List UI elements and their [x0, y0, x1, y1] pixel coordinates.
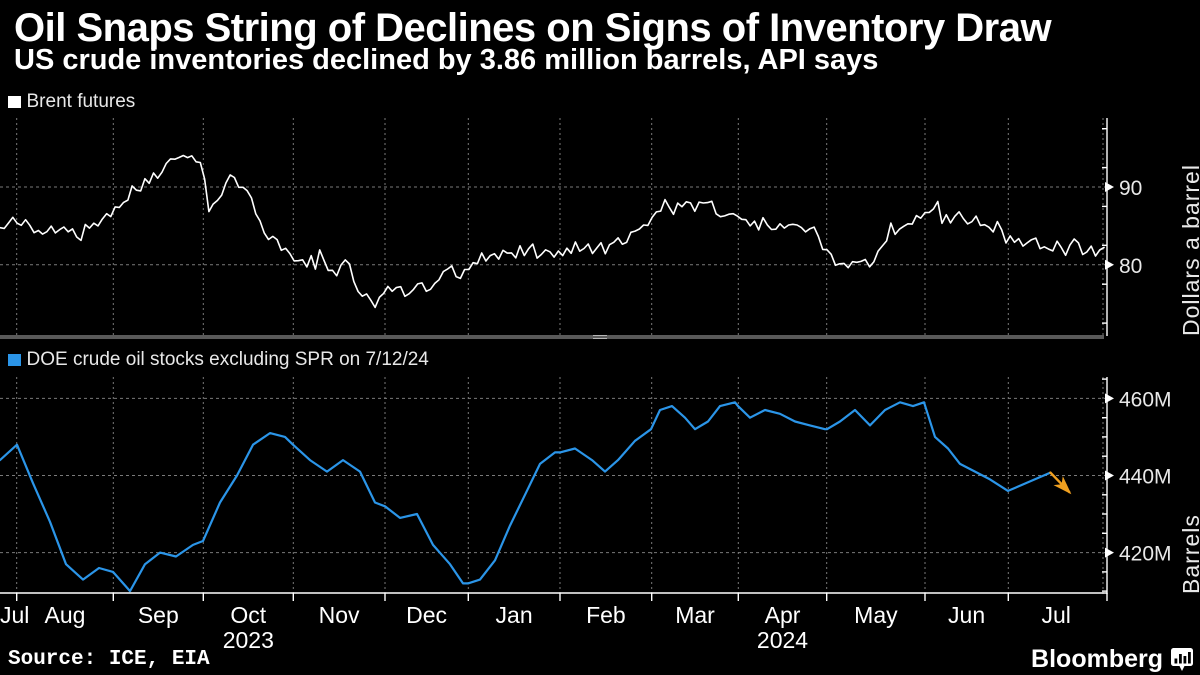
svg-text:80: 80	[1119, 255, 1142, 278]
svg-text:420M: 420M	[1119, 543, 1172, 566]
svg-text:460M: 460M	[1119, 388, 1172, 411]
svg-text:90: 90	[1119, 177, 1142, 200]
svg-text:440M: 440M	[1119, 466, 1172, 489]
